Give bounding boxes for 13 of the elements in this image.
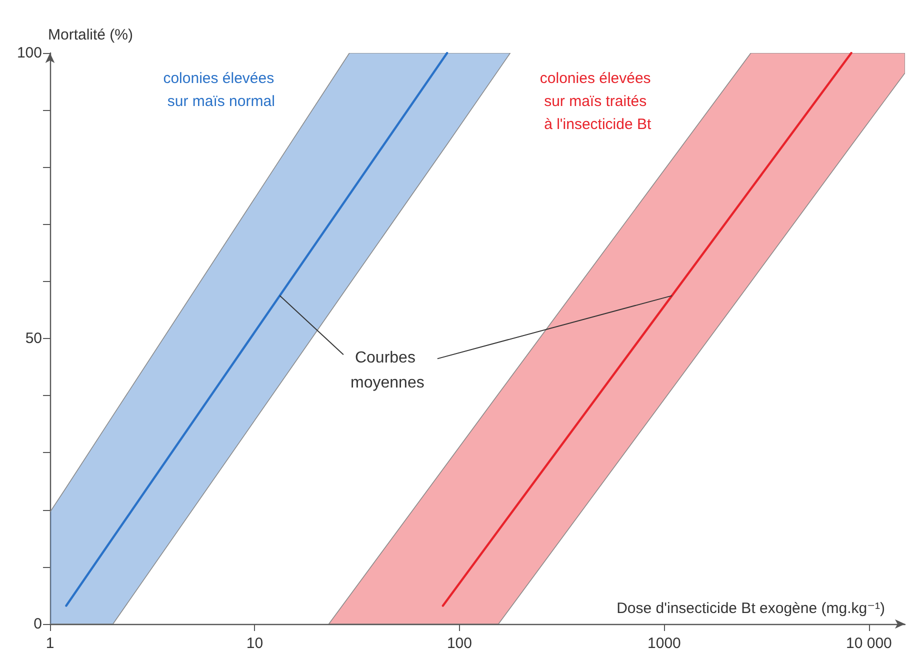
y-axis-title: Mortalité (%) xyxy=(48,26,134,44)
x-tick-label: 1000 xyxy=(648,635,681,652)
y-tick-label: 50 xyxy=(25,330,42,347)
text: colonies élevées sur maïs normal xyxy=(163,70,275,110)
x-tick-label: 1 xyxy=(46,635,54,652)
x-tick-label: 10 000 xyxy=(846,635,892,652)
y-tick-label: 0 xyxy=(34,616,42,632)
annotation: Courbes moyennes xyxy=(350,350,424,392)
x-tick-label: 10 xyxy=(246,635,264,652)
y-tick-label: 100 xyxy=(16,44,42,62)
text: colonies élevées sur maïs traités à l'insecticide Bt xyxy=(540,70,652,133)
x-tick-label: 100 xyxy=(446,635,472,652)
x-axis-title: Dose d'insecticide Bt exogène (mg.kg⁻¹) xyxy=(616,600,885,617)
